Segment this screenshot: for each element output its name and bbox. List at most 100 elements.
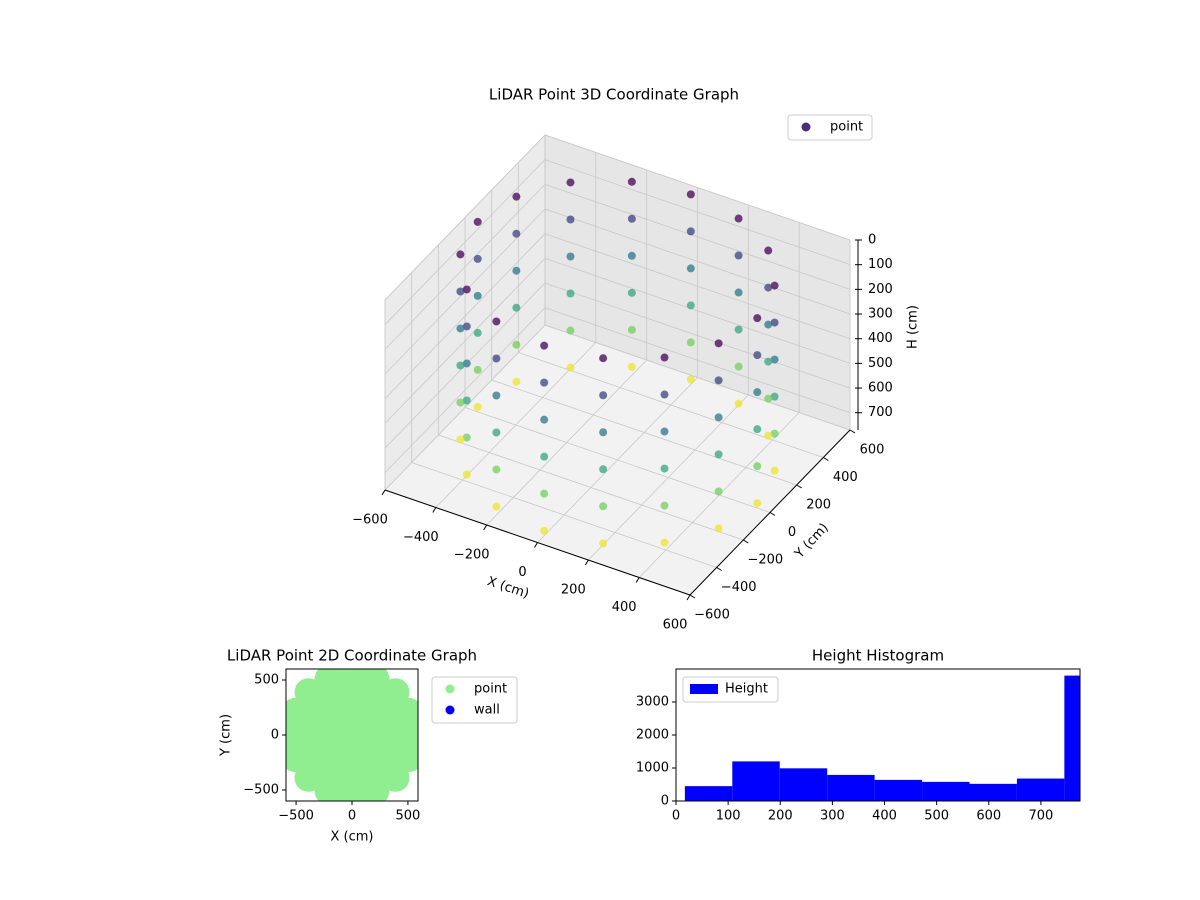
legend-label: point [474,682,507,697]
grid-line [491,379,797,486]
point [381,678,410,707]
point [512,303,521,312]
point [734,214,743,223]
x-tick-label: 500 [396,809,421,824]
point [660,464,669,473]
point [770,355,779,364]
y-tick-label: −500 [243,783,279,798]
point [566,289,575,298]
x-tick-label: 0 [348,809,356,824]
z-axis-label: H (cm) [906,305,921,349]
tick-mark [689,594,696,599]
grid-line [544,282,851,389]
grid-line [544,233,851,340]
point [381,763,410,792]
z-tick-label: 500 [868,356,893,371]
point [462,396,471,405]
grid-line [384,233,546,399]
point [753,425,762,434]
point [734,362,743,371]
plot-area [286,669,418,801]
point [753,499,762,508]
tick-mark [849,429,856,434]
bar [1016,778,1065,801]
y-axis-line [689,429,851,596]
point [627,177,636,186]
point [686,227,695,236]
point [294,678,323,707]
tick-mark [635,577,640,583]
grid-line [384,258,546,424]
tick-mark [432,507,437,513]
y-axis-label: Y (cm) [219,714,234,757]
point [686,190,695,199]
tick-mark [381,489,386,496]
point [566,215,575,224]
point [540,378,549,387]
tick-mark [716,567,722,571]
point [599,502,608,511]
point [314,776,343,801]
tick-mark [796,484,802,489]
y-tick-label: 400 [833,470,858,485]
point [540,341,549,350]
legend-box [787,114,873,141]
point [566,252,575,261]
point [456,435,465,444]
point [599,354,608,363]
point [456,324,465,333]
z-tick-label: 0 [868,233,876,248]
point [627,325,636,334]
x-tick-label: 300 [820,809,845,824]
point [566,363,575,372]
grid-line [544,257,851,364]
point [473,217,482,226]
chart-title: Height Histogram [812,647,944,665]
z-tick-label: 300 [868,307,893,322]
z-tick-label: 200 [868,282,893,297]
point [686,301,695,310]
x-tick-label: −400 [403,530,439,545]
z-tick-label: 100 [868,257,893,272]
plot-area [684,675,1080,801]
point [473,402,482,411]
x-tick-label: 200 [561,583,586,598]
point [456,250,465,259]
y-tick-label: 1000 [636,761,669,776]
y-tick-label: 0 [661,794,669,809]
point [512,192,521,201]
point [770,318,779,327]
point [734,251,743,260]
point [770,281,779,290]
x-tick-label: −200 [454,548,490,563]
x-tick-label: 500 [924,809,949,824]
x-tick-label: 0 [672,809,680,824]
point [660,501,669,510]
bar [969,783,1017,801]
x-tick-label: 100 [716,809,741,824]
point [734,399,743,408]
point [686,338,695,347]
x-tick-label: 200 [768,809,793,824]
z-tick-label: 400 [868,331,893,346]
y-tick-label: 200 [806,498,831,513]
point [512,266,521,275]
grid-line [544,307,851,414]
grid-line [438,434,744,541]
legend-label: point [830,120,863,135]
point [512,377,521,386]
point [456,287,465,296]
x-tick-label: 600 [976,809,1001,824]
point [338,669,366,689]
x-tick-label: −600 [352,513,388,528]
point [462,433,471,442]
point [734,288,743,297]
point [770,466,779,475]
grid-line [544,324,851,431]
point [714,339,723,348]
y-tick-label: 0 [271,728,279,743]
point [734,325,743,334]
y-tick-label: 600 [860,443,885,458]
y-tick-label: −400 [721,580,757,595]
